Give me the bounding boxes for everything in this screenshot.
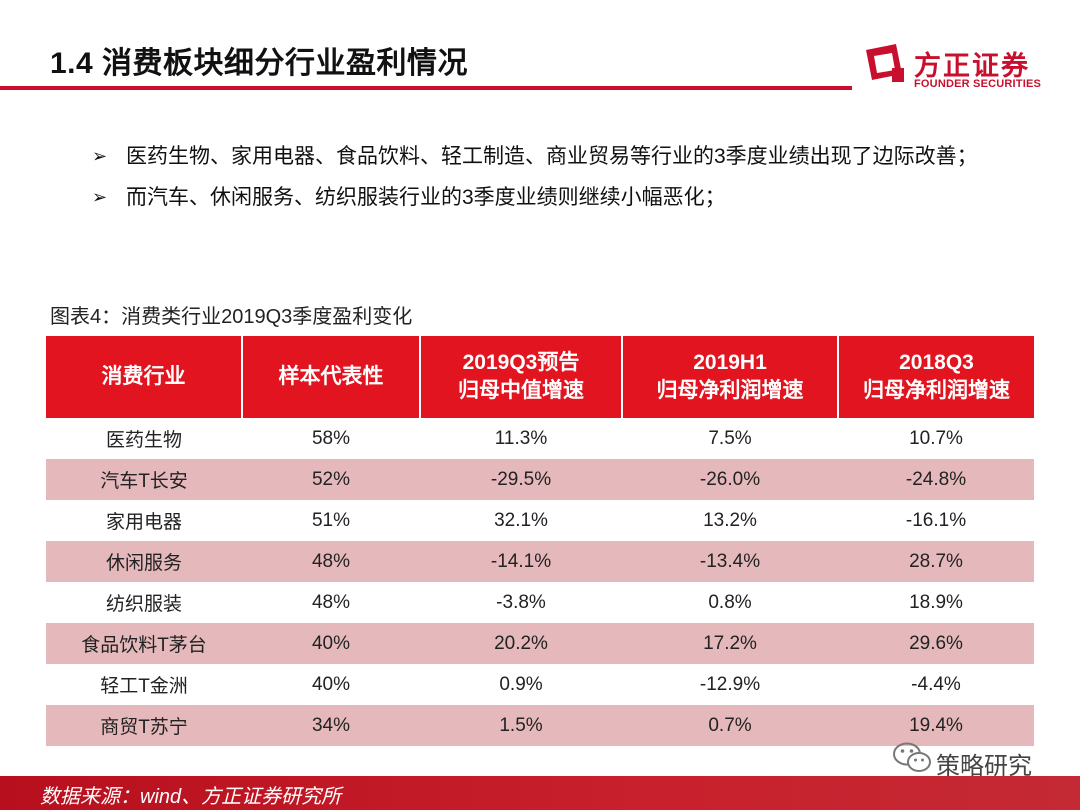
table-row: 医药生物 58% 11.3% 7.5% 10.7% [46,418,1034,459]
table-cell: 家用电器 [105,512,182,533]
table-cell: 29.6% [838,623,1034,664]
footer-bar: 数据来源：wind、方正证券研究所 [0,776,1080,810]
table-cell: 1.5% [420,705,622,746]
bullet-arrow-icon: ➢ [92,187,108,207]
header-sample: 样本代表性 [242,336,421,418]
bullet-item: ➢ 医药生物、家用电器、食品饮料、轻工制造、商业贸易等行业的3季度业绩出现了边际… [92,140,992,173]
bullet-item: ➢ 而汽车、休闲服务、纺织服装行业的3季度业绩则继续小幅恶化； [92,181,992,214]
header-2018q3: 2018Q3 归母净利润增速 [838,336,1034,418]
table-cell: 汽车T长安 [46,459,242,500]
table-cell: 轻工T金洲 [100,676,188,697]
header-2019q3: 2019Q3预告 归母中值增速 [420,336,623,418]
table-row: 休闲服务 48% -14.1% -13.4% 28.7% [46,541,1034,582]
bullet-text: 医药生物、家用电器、食品饮料、轻工制造、商业贸易等行业的3季度业绩出现了边际改善… [126,145,978,168]
table-caption: 图表4：消费类行业2019Q3季度盈利变化 [50,306,413,328]
table-row: 纺织服装 48% -3.8% 0.8% 18.9% [46,582,1034,623]
table-cell: 34% [242,705,420,746]
title-divider [0,86,852,90]
table-cell: -13.4% [622,541,838,582]
table-cell: 食品饮料T茅台 [46,623,242,664]
table-cell: -24.8% [838,459,1034,500]
table-cell: 17.2% [622,623,838,664]
table-cell: 商贸T苏宁 [46,705,242,746]
founder-logo: 方正证券 FOUNDER SECURITIES [862,42,1052,94]
header-2019h1: 2019H1 归母净利润增速 [622,336,839,418]
header-industry: 消费行业 [46,336,243,418]
table-cell: 48% [242,541,420,582]
profit-table: 消费行业 样本代表性 2019Q3预告 归母中值增速 2019H1 归母净利润增速 … [46,336,1034,746]
table-cell: -14.1% [420,541,622,582]
table-cell: 58% [311,427,351,449]
table-cell: 13.2% [703,509,757,531]
table-cell: -4.4% [911,673,961,695]
table-row: 商贸T苏宁 34% 1.5% 0.7% 19.4% [46,705,1034,746]
table-cell: -12.9% [699,673,761,695]
bullet-text: 而汽车、休闲服务、纺织服装行业的3季度业绩则继续小幅恶化； [126,186,726,209]
table-cell: 休闲服务 [46,541,242,582]
table-cell: -16.1% [905,509,967,531]
table-cell: 52% [242,459,420,500]
table-cell: 20.2% [420,623,622,664]
logo-chinese-name: 方正证券 [914,51,1030,81]
table-row: 食品饮料T茅台 40% 20.2% 17.2% 29.6% [46,623,1034,664]
table-cell: 11.3% [494,427,548,449]
table-cell: 48% [311,591,351,613]
table-cell: -29.5% [420,459,622,500]
table-cell: 0.9% [499,673,543,695]
wechat-account-name: 策略研究 [936,753,1032,780]
data-source-note: 数据来源：wind、方正证券研究所 [40,786,342,808]
wechat-icon [893,742,931,772]
table-cell: 18.9% [909,591,963,613]
table-cell: 0.7% [622,705,838,746]
table-cell: -26.0% [622,459,838,500]
table-cell: 32.1% [494,509,548,531]
table-cell: 28.7% [838,541,1034,582]
table-row: 轻工T金洲 40% 0.9% -12.9% -4.4% [46,664,1034,705]
page-title: 1.4 消费板块细分行业盈利情况 [50,47,469,80]
table-cell: 40% [242,623,420,664]
table-cell: 10.7% [909,427,963,449]
table-cell: 0.8% [708,591,752,613]
table-cell: 40% [311,673,351,695]
wechat-watermark: 策略研究 [892,740,1062,780]
logo-english-name: FOUNDER SECURITIES [914,78,1042,90]
table-row: 汽车T长安 52% -29.5% -26.0% -24.8% [46,459,1034,500]
table-cell: 医药生物 [105,430,182,451]
table-row: 家用电器 51% 32.1% 13.2% -16.1% [46,500,1034,541]
bullet-list: ➢ 医药生物、家用电器、食品饮料、轻工制造、商业贸易等行业的3季度业绩出现了边际… [92,140,992,222]
bullet-arrow-icon: ➢ [92,146,108,166]
table-cell: 7.5% [708,427,752,449]
founder-logo-icon [866,44,904,82]
table-cell: 51% [311,509,351,531]
table-header-row: 消费行业 样本代表性 2019Q3预告 归母中值增速 2019H1 归母净利润增速 … [46,336,1034,418]
table-cell: 纺织服装 [105,594,182,615]
table-cell: 19.4% [838,705,1034,746]
table-cell: -3.8% [496,591,546,613]
